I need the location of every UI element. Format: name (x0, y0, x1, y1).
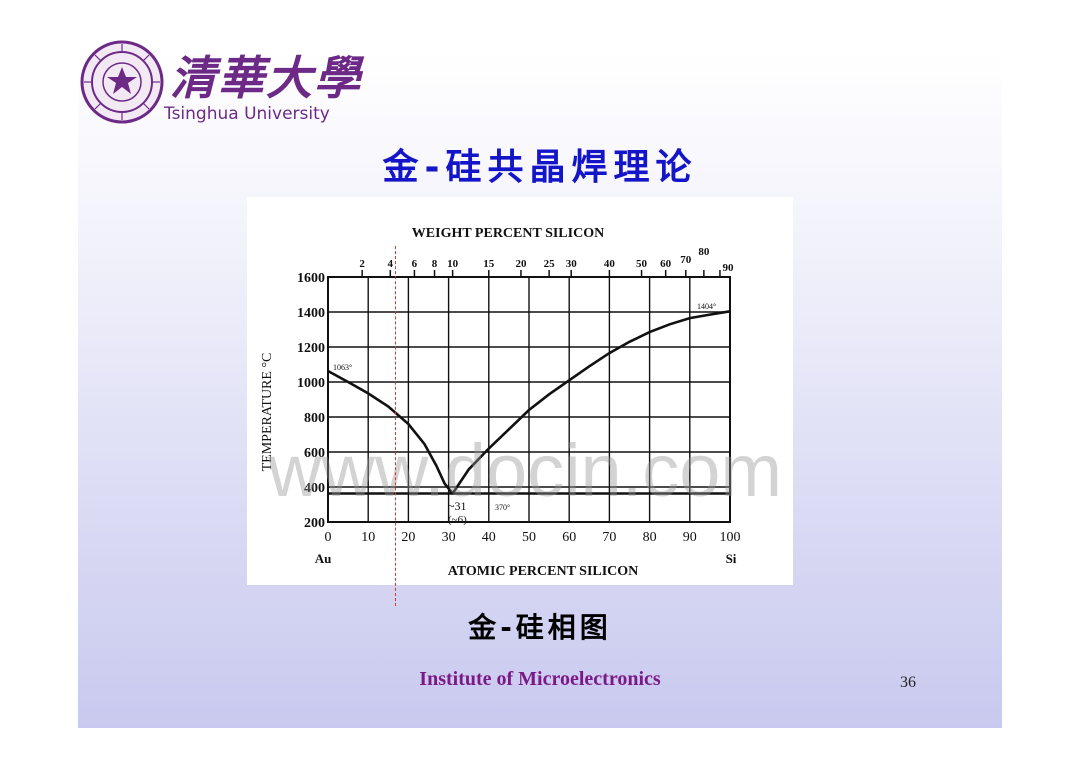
chart-grid (327, 276, 731, 523)
top-tick-label: 4 (388, 258, 394, 270)
chart-title: WEIGHT PERCENT SILICON (412, 226, 604, 241)
y-tick-label: 1200 (297, 341, 325, 356)
y-tick-label: 600 (304, 446, 325, 461)
phase-diagram-figure: WEIGHT PERCENT SILICON 2 4 6 8 10 15 20 25 30 40 5… (247, 197, 793, 585)
top-axis-ticks: 2 4 6 8 10 15 20 25 30 40 50 60 70 80 90 (359, 246, 734, 277)
logo-english-name: Tsinghua University (164, 104, 330, 124)
slide-title: 金-硅共晶焊理论 (382, 147, 698, 188)
figure-caption: 金-硅相图 (468, 611, 612, 644)
y-tick-label: 800 (304, 411, 325, 426)
top-tick-label: 10 (447, 258, 459, 270)
top-tick-label: 8 (432, 258, 438, 270)
liquidus-line (327, 369, 454, 495)
y-tick-label: 200 (304, 516, 325, 531)
top-tick-label: 2 (359, 258, 365, 270)
liquidus-line (451, 310, 731, 495)
x-tick-label: 30 (442, 530, 456, 545)
university-logo: 清華大學 Tsinghua University (78, 38, 368, 133)
top-tick-label: 70 (680, 254, 692, 266)
annotation-au-melting-point: 1063° (333, 363, 352, 372)
phase-diagram-svg: WEIGHT PERCENT SILICON 2 4 6 8 10 15 20 25 30 40 5… (260, 226, 741, 579)
y-tick-label: 400 (304, 481, 325, 496)
logo-chinese-name: 清華大學 (170, 51, 362, 105)
y-tick-label: 1600 (297, 271, 325, 286)
top-tick-label: 30 (566, 258, 578, 270)
tsinghua-seal-icon (80, 40, 164, 124)
annotation-eutectic-composition: ~31 (448, 499, 467, 513)
top-tick-label: 50 (636, 258, 648, 270)
x-tick-label: 90 (683, 530, 697, 545)
page-number: 36 (900, 674, 916, 691)
footer-institute: Institute of Microelectronics (419, 668, 661, 690)
x-end-label-au: Au (315, 551, 332, 566)
top-tick-label: 40 (604, 258, 616, 270)
top-tick-label: 15 (483, 258, 495, 270)
x-axis-label: ATOMIC PERCENT SILICON (448, 564, 639, 579)
x-tick-label: 50 (522, 530, 536, 545)
x-tick-label: 60 (562, 530, 576, 545)
y-axis-label: TEMPERATURE °C (260, 353, 275, 472)
top-tick-label: 20 (515, 258, 527, 270)
x-tick-label: 70 (602, 530, 616, 545)
top-tick-label: 25 (544, 258, 556, 270)
annotation-eutectic-weight: (~6) (448, 514, 467, 526)
annotation-eutectic-temperature: 370° (495, 503, 510, 512)
x-axis-ticks: 0 10 20 30 40 50 60 70 80 90 100 (325, 530, 741, 545)
x-tick-label: 80 (643, 530, 657, 545)
x-tick-label: 10 (361, 530, 375, 545)
annotation-si-melting-point: 1404° (697, 302, 716, 311)
y-tick-label: 1400 (297, 306, 325, 321)
red-dashed-guide-line (395, 246, 396, 606)
y-tick-label: 1000 (297, 376, 325, 391)
x-tick-label: 40 (482, 530, 496, 545)
top-tick-label: 90 (722, 262, 734, 274)
x-end-label-si: Si (726, 551, 737, 566)
y-axis-ticks: 200 400 600 800 1000 1200 1400 1600 (297, 271, 325, 531)
top-tick-label: 6 (412, 258, 418, 270)
x-tick-label: 0 (325, 530, 332, 545)
x-tick-label: 100 (720, 530, 741, 545)
x-tick-label: 20 (401, 530, 415, 545)
top-tick-label: 80 (698, 246, 710, 258)
top-tick-label: 60 (660, 258, 672, 270)
